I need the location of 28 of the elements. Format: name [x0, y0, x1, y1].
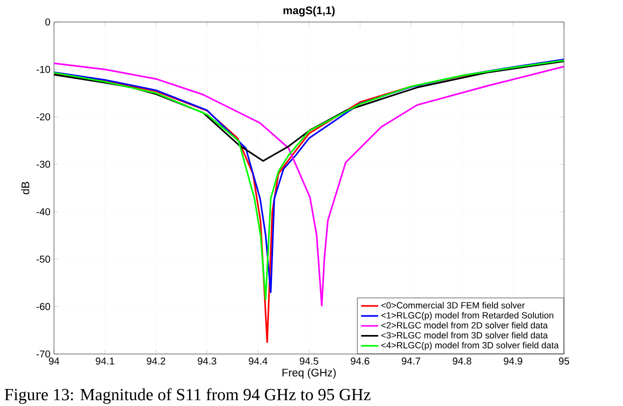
x-axis-title: Freq (GHz): [282, 368, 336, 379]
x-tick-label: 94.8: [452, 358, 472, 365]
legend-label: <4>RLGC(p) model from 3D solver field data: [381, 342, 559, 350]
legend-label: <0>Commercial 3D FEM field solver: [381, 302, 525, 309]
legend-label: <2>RLGC model from 2D solver field data: [381, 322, 548, 328]
x-tick-label: 94.7: [402, 358, 420, 365]
x-tick-label: 94.3: [198, 358, 216, 365]
y-tick-label: -10: [36, 66, 50, 73]
y-tick-label: -60: [36, 303, 50, 310]
chart-title: magS(1,1): [284, 6, 335, 17]
x-tick-label: 94.5: [300, 358, 318, 365]
legend-label: <1>RLGC(p) model from Retarded Solution: [381, 312, 554, 320]
x-tick-label: 94: [48, 358, 60, 365]
y-tick-label: 0: [45, 18, 50, 26]
x-tick-label: 94.2: [146, 358, 166, 365]
y-axis-title: dB: [21, 182, 30, 194]
x-tick-label: 94.4: [248, 358, 268, 365]
x-tick-label: 94.1: [96, 358, 114, 365]
y-tick-label: -30: [36, 160, 50, 168]
x-tick-label: 94.9: [504, 358, 522, 365]
caption: Figure 13: Magnitude of S11 from 94 GHz to 95 GHz: [4, 388, 370, 404]
x-tick-label: 94.6: [350, 358, 370, 365]
y-tick-label: -40: [36, 208, 50, 216]
y-tick-label: -50: [36, 256, 50, 263]
y-tick-label: -20: [36, 113, 50, 120]
legend-label: <3>RLGC model from 3D solver field data: [381, 332, 548, 338]
y-tick-label: -70: [36, 350, 50, 358]
x-tick-label: 95: [558, 358, 570, 365]
